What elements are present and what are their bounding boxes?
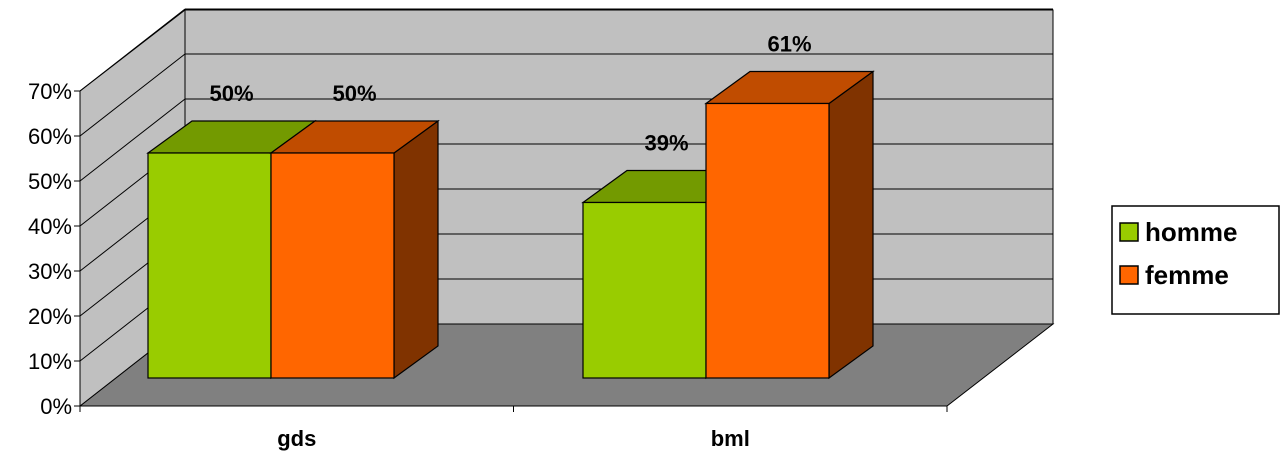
data-label-bml-femme: 61%	[767, 32, 811, 57]
legend-label-homme: homme	[1145, 217, 1237, 247]
legend-swatch-femme	[1119, 265, 1139, 285]
legend: homme femme	[1111, 205, 1280, 315]
data-label-bml-homme: 39%	[644, 131, 688, 156]
x-ticks: gds bml	[79, 406, 948, 451]
y-tick-label-0: 0%	[40, 394, 72, 419]
y-tick-label-7: 70%	[28, 79, 72, 104]
bar-front-gds-femme	[270, 152, 395, 379]
y-tick-label-2: 20%	[28, 304, 72, 329]
y-tick-label-6: 60%	[28, 124, 72, 149]
legend-swatch-homme	[1119, 222, 1139, 242]
legend-box	[1111, 205, 1280, 315]
bar-bml-femme	[704, 70, 875, 380]
grid-line-side-7	[79, 8, 186, 92]
bar-side-gds-femme	[393, 119, 439, 380]
y-tick-label-3: 30%	[28, 259, 72, 284]
data-label-gds-homme: 50%	[209, 81, 253, 106]
y-tick-label-5: 50%	[28, 169, 72, 194]
bar-front-gds-homme	[147, 152, 272, 379]
grid-line-side-5	[79, 98, 186, 182]
bar-front-bml-femme	[705, 102, 830, 379]
data-labels: 50% 50% 39% 61%	[209, 32, 811, 156]
y-tick-label-1: 10%	[28, 349, 72, 374]
data-label-gds-femme: 50%	[332, 81, 376, 106]
bar-gds-femme	[269, 119, 440, 380]
legend-label-femme: femme	[1145, 260, 1229, 290]
bar-front-bml-homme	[582, 201, 707, 379]
grid-line-side-6	[79, 53, 186, 137]
y-ticks: 0% 10% 20% 30% 40% 50% 60% 70%	[28, 79, 80, 419]
x-category-label-gds: gds	[277, 426, 316, 451]
y-tick-label-4: 40%	[28, 214, 72, 239]
x-category-label-bml: bml	[711, 426, 750, 451]
bar-side-bml-femme	[828, 70, 874, 380]
bars	[146, 70, 875, 380]
